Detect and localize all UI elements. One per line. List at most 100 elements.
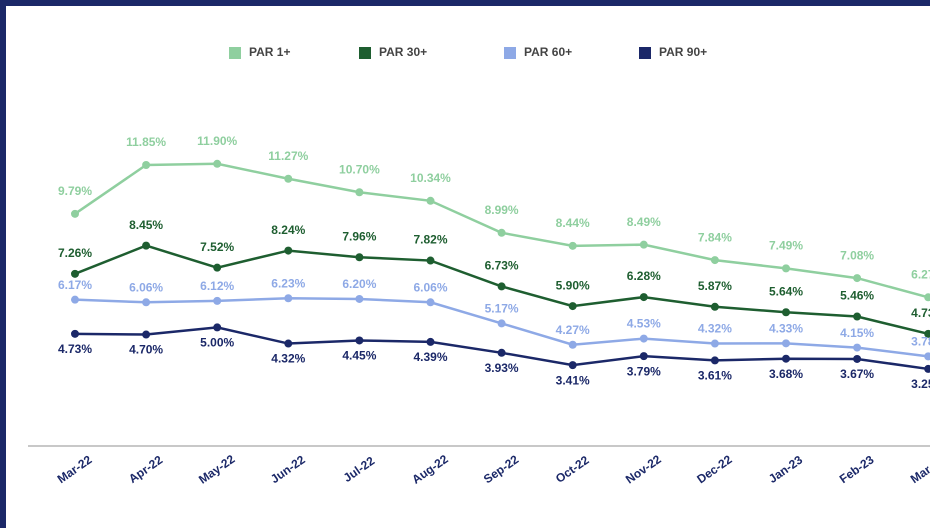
- x-tick-label: Sep-22: [481, 452, 522, 486]
- data-label: 4.33%: [769, 321, 803, 335]
- legend-swatch: [639, 47, 651, 59]
- data-label: 10.34%: [410, 171, 451, 185]
- data-point: [639, 334, 648, 343]
- x-tick-label: Oct-22: [553, 453, 592, 486]
- x-tick-label: Jun-22: [268, 452, 308, 486]
- data-point: [782, 308, 790, 317]
- legend-swatch: [229, 47, 241, 59]
- data-point: [639, 240, 648, 249]
- data-label: 4.27%: [556, 323, 590, 337]
- data-point: [639, 352, 648, 361]
- data-label: 3.61%: [698, 369, 732, 383]
- data-label: 5.17%: [485, 302, 519, 316]
- x-tick-label: Dec-22: [694, 452, 735, 486]
- data-point: [142, 330, 151, 339]
- legend-label: PAR 30+: [379, 45, 427, 59]
- data-point: [710, 302, 719, 311]
- data-label: 4.32%: [271, 352, 305, 366]
- data-point: [71, 269, 79, 278]
- data-label: 7.08%: [840, 248, 874, 262]
- data-label: 3.93%: [485, 361, 519, 375]
- x-tick-label: Feb-23: [837, 452, 877, 486]
- legend-label: PAR 60+: [524, 45, 572, 59]
- data-label: 4.73%: [911, 306, 930, 320]
- data-label: 11.27%: [268, 149, 308, 163]
- data-point: [426, 256, 435, 265]
- x-tick-label: Apr-22: [126, 453, 165, 486]
- data-label: 6.06%: [413, 280, 447, 294]
- data-point: [355, 253, 364, 262]
- x-tick-label: Aug-22: [409, 452, 451, 487]
- x-tick-label: Jan-23: [766, 452, 805, 485]
- data-point: [853, 274, 862, 283]
- data-point: [284, 294, 293, 303]
- data-label: 7.26%: [58, 246, 92, 260]
- legend-label: PAR 1+: [249, 45, 290, 59]
- data-point: [497, 348, 506, 357]
- data-label: 4.15%: [840, 326, 874, 340]
- data-point: [568, 302, 577, 311]
- data-point: [497, 282, 506, 291]
- data-point: [142, 160, 151, 169]
- data-label: 5.46%: [840, 289, 874, 303]
- data-label: 8.44%: [556, 216, 590, 230]
- data-point: [924, 329, 930, 338]
- data-label: 3.79%: [627, 364, 661, 378]
- data-label: 6.27%: [911, 267, 930, 281]
- data-point: [284, 174, 293, 183]
- data-point: [71, 329, 79, 338]
- data-label: 11.90%: [197, 134, 237, 148]
- data-label: 9.79%: [58, 184, 92, 198]
- data-label: 7.49%: [769, 239, 803, 253]
- data-point: [853, 312, 862, 321]
- data-point: [213, 323, 222, 332]
- data-label: 6.28%: [627, 269, 661, 283]
- data-point: [355, 188, 364, 197]
- data-label: 6.23%: [271, 276, 305, 290]
- data-point: [710, 339, 719, 348]
- data-point: [924, 352, 930, 361]
- data-label: 3.25%: [911, 377, 930, 391]
- data-label: 3.67%: [840, 367, 874, 381]
- data-point: [497, 228, 506, 237]
- data-label: 11.85%: [126, 135, 166, 149]
- data-point: [213, 296, 222, 305]
- data-label: 3.41%: [556, 373, 590, 387]
- data-label: 7.52%: [200, 240, 234, 254]
- legend-swatch: [359, 47, 371, 59]
- x-tick-label: Nov-22: [623, 452, 664, 487]
- data-point: [924, 293, 930, 302]
- data-point: [142, 298, 151, 307]
- legend-label: PAR 90+: [659, 45, 707, 59]
- data-point: [355, 294, 364, 303]
- data-label: 8.24%: [271, 223, 305, 237]
- data-label: 3.68%: [769, 367, 803, 381]
- data-point: [284, 339, 293, 348]
- data-label: 6.20%: [342, 277, 376, 291]
- data-label: 4.39%: [413, 350, 447, 364]
- data-label: 4.53%: [627, 317, 661, 331]
- data-point: [782, 339, 790, 348]
- x-tick-label: Jul-22: [341, 453, 378, 485]
- x-tick-label: Mar-22: [55, 452, 95, 486]
- data-point: [853, 354, 862, 363]
- data-point: [497, 319, 506, 328]
- data-point: [355, 336, 364, 345]
- data-point: [568, 340, 577, 349]
- data-label: 6.73%: [485, 259, 519, 273]
- data-label: 5.90%: [556, 278, 590, 292]
- data-point: [142, 241, 151, 250]
- data-point: [213, 159, 222, 168]
- data-label: 6.06%: [129, 280, 163, 294]
- data-point: [710, 256, 719, 265]
- data-point: [426, 337, 435, 346]
- data-point: [710, 356, 719, 365]
- x-tick-label: May-22: [196, 452, 238, 487]
- data-point: [426, 196, 435, 205]
- data-point: [426, 298, 435, 307]
- data-label: 4.73%: [58, 342, 92, 356]
- data-label: 4.70%: [129, 343, 163, 357]
- data-point: [71, 295, 79, 304]
- data-label: 4.45%: [342, 349, 376, 363]
